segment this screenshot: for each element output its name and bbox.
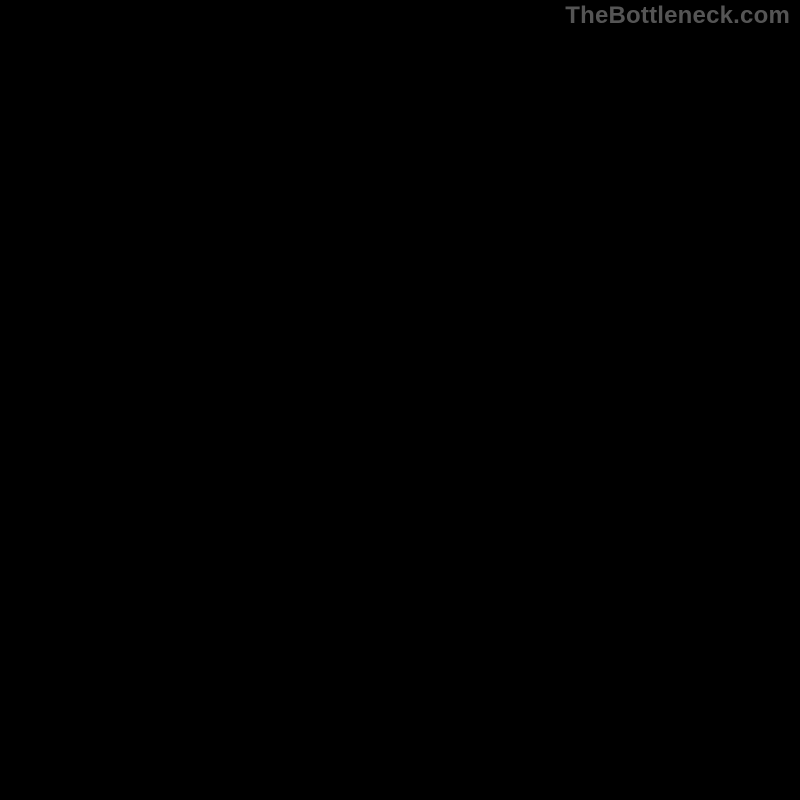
outer-frame [0, 0, 800, 800]
watermark-text: TheBottleneck.com [565, 2, 790, 30]
